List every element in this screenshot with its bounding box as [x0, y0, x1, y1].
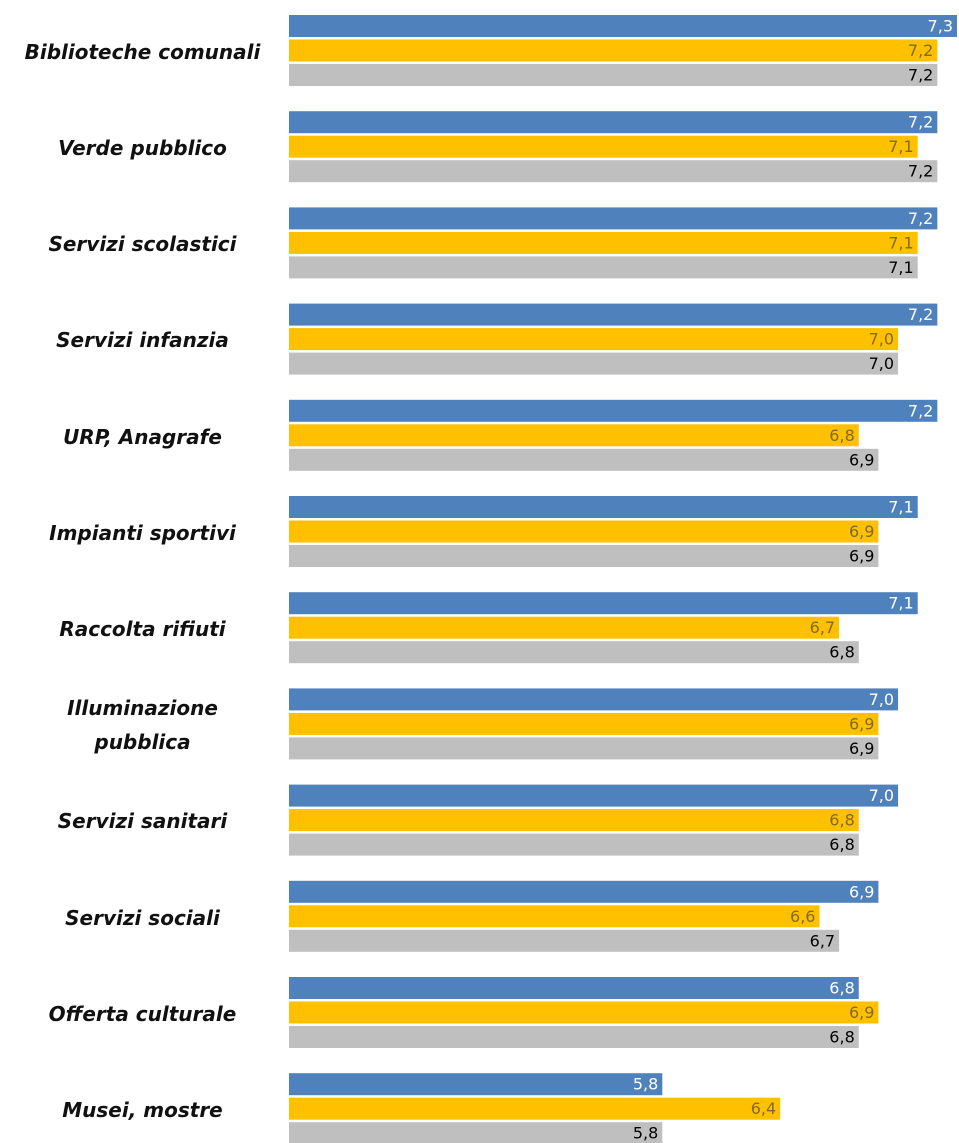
- bar: [289, 15, 957, 37]
- bar: [289, 833, 859, 856]
- value-label: 6,8: [829, 979, 854, 998]
- bar: [289, 111, 938, 134]
- bar: [289, 1097, 781, 1120]
- bar: [289, 641, 859, 664]
- value-label: 7,2: [908, 209, 933, 228]
- value-label: 7,0: [869, 330, 894, 349]
- bar: [289, 207, 938, 230]
- bar: [289, 977, 859, 999]
- bar: [289, 545, 879, 567]
- bar: [289, 880, 879, 903]
- value-label: 6,9: [849, 882, 874, 901]
- category-label: Biblioteche comunali: [24, 39, 261, 64]
- category-label: Servizi infanzia: [56, 328, 229, 353]
- bar: [289, 1122, 663, 1143]
- bar: [289, 496, 918, 518]
- value-label: 6,9: [849, 1003, 874, 1022]
- value-label: 6,8: [829, 1028, 854, 1047]
- value-label: 6,8: [829, 643, 854, 662]
- bar: [289, 712, 879, 735]
- bar: [289, 160, 938, 183]
- bar: [289, 688, 899, 711]
- value-label: 6,9: [849, 450, 874, 469]
- value-label: 6,9: [849, 547, 874, 566]
- value-label: 7,1: [888, 137, 913, 156]
- bar: [289, 809, 859, 832]
- value-label: 7,1: [888, 258, 913, 277]
- value-label: 7,3: [928, 17, 953, 36]
- bar: [289, 303, 938, 326]
- category-label: Servizi sociali: [65, 905, 220, 930]
- bar: [289, 1001, 879, 1024]
- bar: [289, 592, 918, 615]
- category-label: Verde pubblico: [58, 135, 227, 160]
- bar: [289, 352, 899, 375]
- bar: [289, 424, 859, 447]
- value-label: 7,0: [869, 786, 894, 805]
- bar: [289, 39, 938, 62]
- value-label: 7,0: [869, 354, 894, 373]
- value-label: 7,2: [908, 113, 933, 132]
- value-label: 6,9: [849, 522, 874, 541]
- bar: [289, 905, 820, 928]
- bar: [289, 784, 899, 807]
- value-label: 7,2: [908, 162, 933, 181]
- value-label: 6,4: [751, 1099, 776, 1118]
- bar: [289, 135, 918, 158]
- value-label: 7,1: [888, 233, 913, 252]
- bar: [289, 1026, 859, 1048]
- bar: [289, 520, 879, 543]
- bar: [289, 256, 918, 279]
- value-label: 6,7: [810, 618, 835, 637]
- value-label: 7,2: [908, 401, 933, 420]
- value-label: 6,8: [829, 426, 854, 445]
- category-label: Musei, mostre: [62, 1097, 223, 1122]
- bar: [289, 399, 938, 422]
- bar: [289, 231, 918, 254]
- bar: [289, 64, 938, 86]
- category-label: URP, Anagrafe: [63, 424, 222, 449]
- value-label: 6,9: [849, 739, 874, 758]
- value-label: 5,8: [633, 1075, 658, 1094]
- value-label: 7,1: [888, 594, 913, 613]
- bar: [289, 929, 840, 952]
- value-label: 7,2: [908, 305, 933, 324]
- bar: [289, 1073, 663, 1096]
- value-label: 7,1: [888, 498, 913, 517]
- category-label: Servizi scolastici: [48, 232, 237, 257]
- value-label: 5,8: [633, 1124, 658, 1143]
- category-label: Illuminazione pubblica: [67, 696, 218, 755]
- bar: [289, 328, 899, 351]
- value-label: 7,2: [908, 66, 933, 85]
- bar: [289, 737, 879, 760]
- value-label: 7,2: [908, 41, 933, 60]
- category-label: Offerta culturale: [48, 1001, 237, 1026]
- category-label: Servizi sanitari: [57, 809, 228, 834]
- bar: [289, 616, 840, 639]
- value-label: 6,6: [790, 907, 815, 926]
- bar: [289, 448, 879, 471]
- value-label: 6,8: [829, 811, 854, 830]
- category-label: Impianti sportivi: [49, 520, 236, 545]
- value-label: 6,8: [829, 835, 854, 854]
- category-label: Raccolta rifiuti: [59, 616, 226, 641]
- value-label: 7,0: [869, 690, 894, 709]
- value-label: 6,9: [849, 714, 874, 733]
- value-label: 6,7: [810, 931, 835, 950]
